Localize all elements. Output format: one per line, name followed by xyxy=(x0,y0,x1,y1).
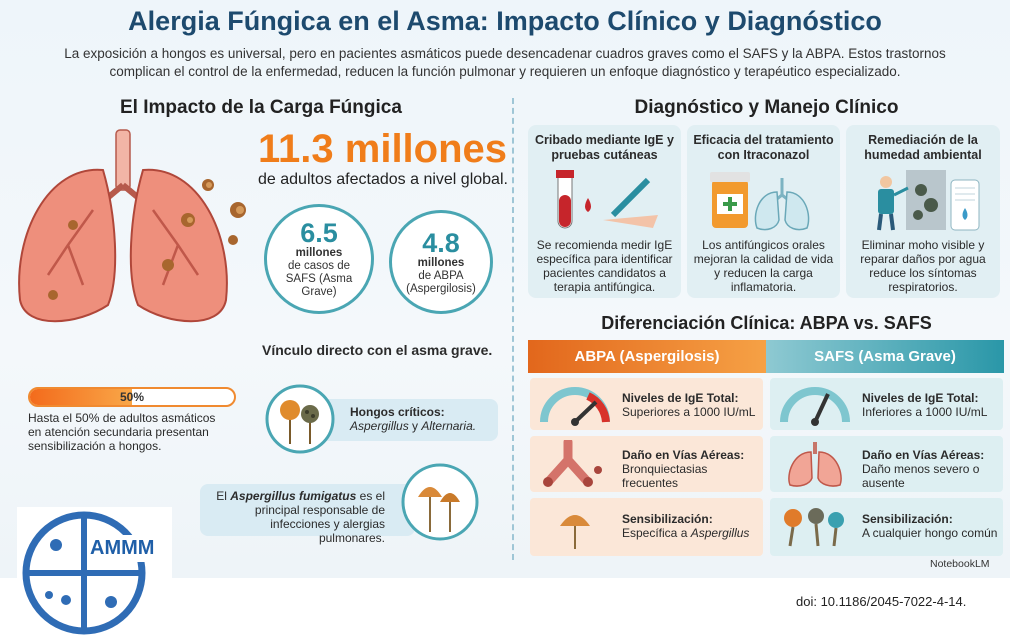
card-text: Eliminar moho visible y reparar daños po… xyxy=(860,238,986,294)
title: Alergia Fúngica en el Asma: Impacto Clín… xyxy=(128,6,882,36)
species: Aspergillus xyxy=(690,526,750,540)
card-title: Remediación de la humedad ambiental xyxy=(864,133,982,162)
progress-fill xyxy=(30,389,132,405)
fungi-species: Aspergillus y Alternaria. xyxy=(350,419,492,433)
fungi-label: Hongos críticos: xyxy=(350,405,445,419)
cell: Sensibilización: A cualquier hongo común xyxy=(770,498,1003,556)
card: Remediación de la humedad ambiental Elim… xyxy=(846,125,1000,298)
big-number: 11.3 millones xyxy=(258,127,508,171)
logo-box: AMMM xyxy=(17,507,172,640)
stat-circle: 6.5 millones de casos de SAFS (Asma Grav… xyxy=(264,204,374,314)
progress-label: 50% xyxy=(119,390,145,404)
text: es el principal responsable de infeccion… xyxy=(254,489,385,545)
gauge-icon xyxy=(780,387,850,426)
fungi-icon xyxy=(784,508,844,547)
card-text: Los antifúngicos orales mejoran la calid… xyxy=(693,238,834,294)
row-value: Daño menos severo o ausente xyxy=(862,462,980,490)
card-title: Cribado mediante IgE y pruebas cutáneas xyxy=(535,133,674,162)
cell: Niveles de IgE Total: Inferiores a 1000 … xyxy=(770,378,1003,430)
fungus-icon xyxy=(560,515,590,549)
stat-number: 6.5 xyxy=(300,218,338,248)
stat-circle: 4.8 millones de ABPA (Aspergilosis) xyxy=(389,210,493,314)
progress-text: Hasta el 50% de adultos asmáticos en ate… xyxy=(28,411,216,453)
gauge-icon xyxy=(540,387,610,426)
brand: NotebookLM xyxy=(930,558,990,570)
stat-text: de casos de SAFS (Asma Grave) xyxy=(285,260,353,298)
infographic: Alergia Fúngica en el Asma: Impacto Clín… xyxy=(0,0,1010,635)
row-label: Daño en Vías Aéreas: xyxy=(862,448,985,462)
airway-icon xyxy=(543,440,602,487)
cell: Daño en Vías Aéreas: Daño menos severo o… xyxy=(770,436,1003,492)
lungs-icon xyxy=(788,442,842,487)
divider xyxy=(512,98,514,560)
big-caption: de adultos afectados a nivel global. xyxy=(258,171,508,188)
species: Aspergillus xyxy=(350,419,409,433)
card-icon xyxy=(556,170,658,229)
card-text: Se recomienda medir IgE específica para … xyxy=(536,238,673,294)
card-title: Eficacia del tratamiento con Itraconazol xyxy=(693,133,834,162)
section-heading: El Impacto de la Carga Fúngica xyxy=(120,97,402,118)
row-label: Sensibilización: xyxy=(862,512,953,526)
species: Aspergillus fumigatus xyxy=(230,489,357,503)
cell: Sensibilización: Específica a Aspergillu… xyxy=(530,498,763,556)
column-header: SAFS (Asma Grave) xyxy=(766,340,1004,373)
doi: doi: 10.1186/2045-7022-4-14. xyxy=(796,594,967,609)
comparison-table: ABPA (Aspergilosis) SAFS (Asma Grave) Ni… xyxy=(528,340,1005,558)
card: Eficacia del tratamiento con Itraconazol… xyxy=(687,125,840,298)
section-heading: Diferenciación Clínica: ABPA vs. SAFS xyxy=(601,313,932,333)
row-value: A cualquier hongo común xyxy=(862,526,998,540)
subtitle: La exposición a hongos es universal, per… xyxy=(64,46,946,79)
card-icon xyxy=(710,172,810,231)
fungi-box: Hongos críticos: Aspergillus y Alternari… xyxy=(320,399,498,441)
text: Específica a xyxy=(622,526,688,540)
section-heading: Diagnóstico y Manejo Clínico xyxy=(634,97,899,118)
link-text: Vínculo directo con el asma grave. xyxy=(262,342,493,358)
logo-emblem xyxy=(22,511,146,635)
stat-unit: millones xyxy=(295,247,343,259)
stat-unit: millones xyxy=(417,256,465,269)
row-label: Daño en Vías Aéreas: xyxy=(622,448,745,462)
row-label: Niveles de IgE Total: xyxy=(622,391,739,405)
fungi-icon xyxy=(265,384,335,454)
cell: Daño en Vías Aéreas: Bronquiectasias fre… xyxy=(530,436,763,492)
row-value: Superiores a 1000 IU/mL xyxy=(622,405,756,419)
card: Cribado mediante IgE y pruebas cutáneas … xyxy=(528,125,681,298)
progress-bar: 50% xyxy=(28,387,236,407)
fumigatus-box: El Aspergillus fumigatus es el principal… xyxy=(200,484,415,545)
lungs-illustration xyxy=(18,129,246,323)
row-value: Inferiores a 1000 IU/mL xyxy=(862,405,988,419)
card-icon xyxy=(877,170,980,231)
row-label: Niveles de IgE Total: xyxy=(862,391,979,405)
logo-text: AMMM xyxy=(87,535,158,562)
cell: Niveles de IgE Total: Superiores a 1000 … xyxy=(530,378,763,430)
conjunction: y xyxy=(412,419,419,433)
row-value: Bronquiectasias frecuentes xyxy=(622,462,708,490)
stat-text: de ABPA (Aspergilosis) xyxy=(406,269,476,295)
stat-number: 4.8 xyxy=(422,227,460,258)
row-label: Sensibilización: xyxy=(622,512,713,526)
column-header: ABPA (Aspergilosis) xyxy=(528,340,766,373)
species: Alternaria. xyxy=(421,419,477,433)
fumigatus-icon xyxy=(401,463,479,541)
row-value: Específica a Aspergillus xyxy=(622,526,758,540)
text: El xyxy=(216,489,227,503)
